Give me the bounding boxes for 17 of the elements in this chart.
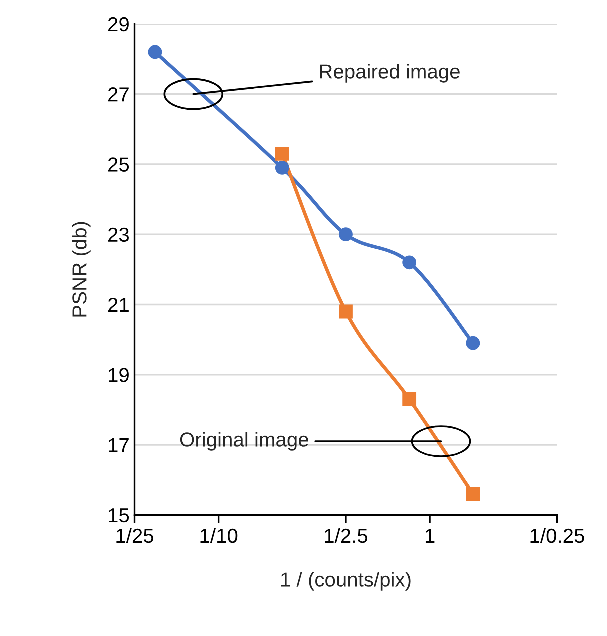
y-tick-label: 15 (109, 508, 130, 523)
y-axis-title: PSNR (db) (72, 222, 91, 317)
y-tick-label: 23 (108, 228, 130, 242)
x-tick-label: 1/2.5 (325, 528, 368, 544)
annotation: Original image (180, 432, 308, 451)
x-tick-label: 1/25 (116, 528, 154, 544)
y-tick-label: 17 (109, 438, 129, 452)
x-axis-title: 1 / (counts/pix) (281, 572, 411, 591)
y-tick-label: 27 (108, 88, 129, 102)
x-tick-label: 1 (426, 529, 435, 543)
y-tick-label: 19 (109, 368, 129, 382)
y-tick-label: 21 (108, 298, 129, 312)
x-tick-label: 1/0.25 (530, 528, 584, 544)
y-tick-label: 29 (108, 17, 129, 32)
y-tick-label: 25 (108, 158, 130, 172)
annotation: Repaired image (320, 64, 460, 83)
x-tick-label: 1/10 (200, 528, 238, 544)
